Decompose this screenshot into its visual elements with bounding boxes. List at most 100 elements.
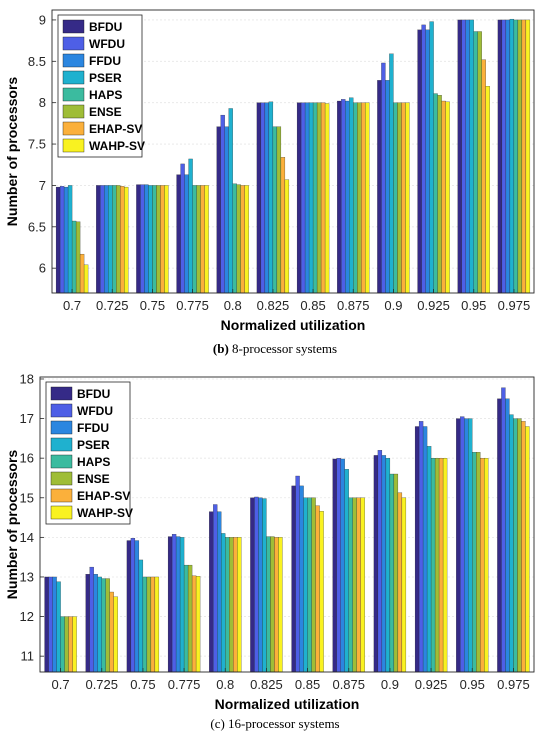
- y-tick-label: 9: [39, 12, 46, 27]
- bar-haps-0.8: [232, 183, 237, 294]
- axes-box: [51, 9, 535, 294]
- bar-wfdu-0.825: [260, 102, 266, 294]
- bar-wfdu-0.8: [213, 504, 218, 673]
- legend-label: WFDU: [77, 404, 113, 418]
- x-tick-label: 0.7: [52, 677, 70, 692]
- bar-bfdu-0.95: [456, 418, 461, 673]
- bar-ehap-sv-0.7: [79, 253, 85, 294]
- legend-swatch: [50, 488, 73, 503]
- legend-label: HAPS: [89, 88, 122, 102]
- chart-16-processor: 11 12 13 14 15 16 17 18 0.7 0.725 0.75 0.775 0.8 0.82…: [4, 371, 535, 712]
- x-axis-label: Normalized utilization: [221, 317, 366, 330]
- bar-wfdu-0.75: [140, 184, 145, 294]
- legend-label: WFDU: [89, 37, 125, 51]
- y-tick-label: 13: [20, 569, 34, 584]
- x-tick-label: 0.875: [337, 298, 370, 313]
- bar-pser-0.825: [268, 101, 274, 294]
- bar-haps-0.75: [142, 576, 148, 673]
- bar-wfdu-0.7: [48, 576, 53, 673]
- bar-ense-0.8: [229, 537, 234, 673]
- bar-ehap-sv-0.875: [356, 497, 361, 673]
- legend-swatch: [62, 70, 85, 85]
- bar-wfdu-0.975: [501, 387, 506, 673]
- bar-bfdu-0.8: [216, 126, 221, 294]
- legend-label: ENSE: [89, 105, 122, 119]
- y-tick-label: 14: [20, 530, 34, 545]
- bar-ehap-sv-0.925: [438, 458, 444, 673]
- bar-ehap-sv-0.775: [191, 575, 197, 673]
- bar-ffdu-0.8: [224, 126, 229, 294]
- y-tick-label: 6: [39, 261, 46, 276]
- bar-bfdu-0.825: [250, 497, 255, 673]
- legend-swatch: [62, 104, 85, 119]
- bar-ffdu-0.775: [184, 174, 189, 294]
- bar-bfdu-0.85: [296, 102, 302, 294]
- chart-8-processor: 6 6.5 7 7.5 8 8.5 9 0.7 0.725 0.75 0.775 0.8 0.825 0.…: [4, 9, 535, 330]
- bar-bfdu-0.975: [497, 19, 503, 294]
- bar-ffdu-0.75: [144, 184, 149, 294]
- x-tick-label: 0.8: [216, 677, 234, 692]
- legend-swatch: [62, 121, 85, 136]
- bar-wahp-sv-0.8: [237, 537, 242, 673]
- bar-ehap-sv-0.975: [521, 19, 527, 294]
- y-axis-label: Number of processors: [4, 450, 20, 600]
- bar-wahp-sv-0.775: [204, 185, 209, 294]
- legend-label: PSER: [89, 71, 122, 85]
- bar-wfdu-0.725: [89, 566, 94, 673]
- bar-haps-0.95: [473, 31, 478, 294]
- bar-ehap-sv-0.8: [233, 537, 238, 673]
- bar-ense-0.825: [276, 126, 282, 294]
- bar-haps-0.7: [60, 616, 65, 673]
- x-tick-label: 0.85: [295, 677, 320, 692]
- bar-ffdu-0.875: [345, 100, 350, 294]
- bar-pser-0.775: [188, 158, 193, 294]
- bar-bfdu-0.85: [291, 485, 296, 673]
- bar-ffdu-0.925: [422, 426, 428, 673]
- y-axis-label: Number of processors: [4, 77, 20, 227]
- bar-pser-0.75: [148, 185, 153, 294]
- bar-pser-0.925: [426, 446, 432, 673]
- bar-pser-0.725: [97, 576, 102, 673]
- y-tick-label: 17: [20, 411, 34, 426]
- bar-haps-0.85: [307, 497, 312, 673]
- bar-wfdu-0.875: [341, 99, 346, 294]
- bar-ehap-sv-0.9: [401, 102, 406, 294]
- bar-bfdu-0.825: [256, 102, 262, 294]
- bar-pser-0.75: [138, 559, 144, 673]
- x-axis-label: Normalized utilization: [215, 696, 360, 712]
- x-tick-label: 0.75: [130, 677, 155, 692]
- caption-b-tag: (b): [212, 341, 229, 356]
- bar-ense-0.875: [357, 102, 362, 294]
- legend-label: HAPS: [77, 455, 110, 469]
- legend: BFDU WFDU FFDU PSER HAPS ENSE EHAP-SV WAHP-SV: [57, 14, 145, 158]
- legend-label: ENSE: [77, 472, 110, 486]
- bar-bfdu-0.75: [126, 540, 132, 673]
- bar-ffdu-0.8: [217, 511, 222, 673]
- bar-haps-0.7: [71, 220, 77, 294]
- bar-ehap-sv-0.775: [200, 185, 205, 294]
- x-tick-label: 0.95: [461, 298, 486, 313]
- bar-ense-0.75: [146, 576, 152, 673]
- bar-haps-0.725: [101, 578, 106, 673]
- y-tick-label: 7: [39, 178, 46, 193]
- x-tick-label: 0.9: [384, 298, 402, 313]
- y-tick-label: 18: [20, 371, 34, 386]
- bar-ehap-sv-0.825: [280, 157, 286, 294]
- bar-bfdu-0.7: [44, 576, 49, 673]
- bar-ffdu-0.875: [340, 458, 345, 673]
- bar-pser-0.975: [509, 18, 515, 294]
- bar-ehap-sv-0.95: [480, 458, 485, 673]
- bar-wfdu-0.775: [171, 534, 177, 673]
- legend-swatch: [50, 505, 73, 520]
- bar-wahp-sv-0.875: [365, 102, 370, 294]
- y-tick-label: 15: [20, 490, 34, 505]
- bar-haps-0.825: [272, 126, 278, 294]
- x-tick-label: 0.8: [224, 298, 242, 313]
- bar-ehap-sv-0.825: [274, 537, 279, 673]
- bar-wahp-sv-0.95: [485, 86, 490, 294]
- bar-ffdu-0.7: [52, 576, 57, 673]
- bar-wfdu-0.85: [300, 102, 306, 294]
- legend-swatch: [62, 36, 85, 51]
- bar-pser-0.85: [308, 102, 314, 294]
- bar-bfdu-0.725: [85, 574, 90, 673]
